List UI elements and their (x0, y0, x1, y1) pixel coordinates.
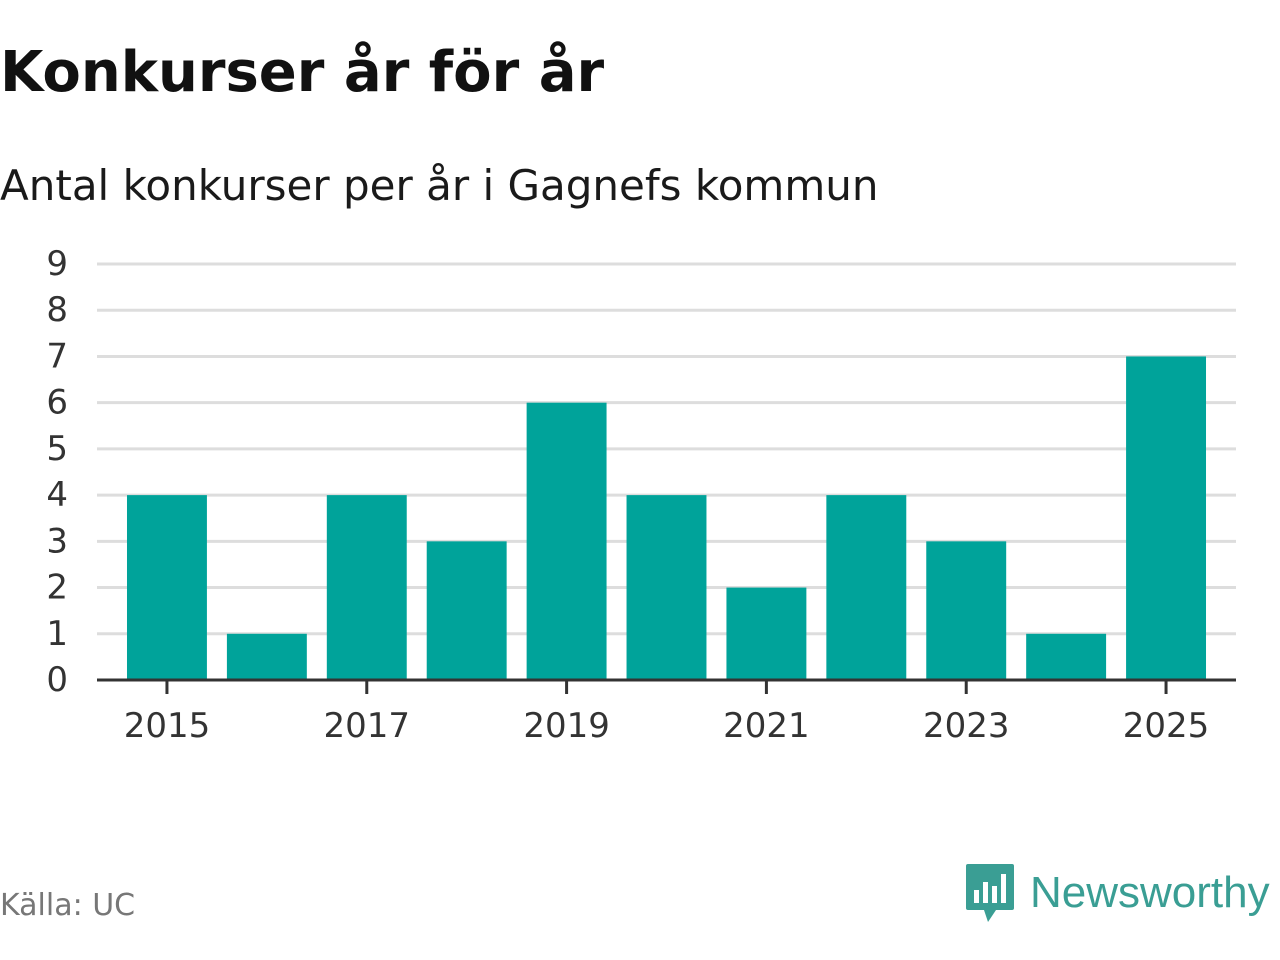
bar-2018 (426, 541, 507, 680)
bar-2016 (226, 633, 307, 680)
brand-name: Newsworthy (1030, 868, 1270, 917)
y-axis-tick-labels: 0 1 2 3 4 5 6 7 8 9 (46, 244, 68, 700)
newsworthy-logo: Newsworthy (964, 862, 1270, 924)
bar-chart: 0 1 2 3 4 5 6 7 8 9 2015 2017 2019 2021 2023 2025 (46, 244, 1236, 746)
source-note: Källa: UC (0, 888, 136, 923)
x-tick-label-2025: 2025 (1123, 706, 1210, 746)
chart-subtitle: Antal konkurser per år i Gagnefs kommun (0, 161, 879, 210)
bar-2015 (126, 495, 207, 680)
bar-2022 (826, 495, 907, 680)
x-tick-label-2015: 2015 (124, 706, 211, 746)
y-tick-label-9: 9 (46, 244, 68, 284)
bar-2021 (726, 587, 807, 680)
bar-2017 (326, 495, 407, 680)
x-tick-label-2023: 2023 (923, 706, 1010, 746)
bar-2025 (1126, 356, 1207, 680)
chart-title: Konkurser år för år (0, 40, 605, 105)
y-tick-label-8: 8 (46, 290, 68, 330)
y-tick-label-3: 3 (46, 521, 68, 561)
x-tick-label-2017: 2017 (324, 706, 411, 746)
y-tick-label-4: 4 (46, 475, 68, 515)
gridlines (97, 262, 1236, 636)
bar-2019 (526, 402, 607, 680)
bars (126, 356, 1207, 680)
y-tick-label-5: 5 (46, 429, 68, 469)
y-tick-label-6: 6 (46, 383, 68, 423)
x-tick-label-2021: 2021 (723, 706, 810, 746)
y-tick-label-0: 0 (46, 660, 68, 700)
bar-2023 (926, 541, 1007, 680)
y-tick-label-7: 7 (46, 336, 68, 376)
x-axis-tick-labels: 2015 2017 2019 2021 2023 2025 (124, 706, 1210, 746)
x-axis (97, 678, 1236, 694)
y-tick-label-2: 2 (46, 568, 68, 608)
bar-2020 (626, 495, 707, 680)
y-tick-label-1: 1 (46, 614, 68, 654)
x-tick-label-2019: 2019 (523, 706, 610, 746)
bar-2024 (1026, 633, 1107, 680)
bar-chart-speech-bubble-icon (966, 864, 1014, 922)
